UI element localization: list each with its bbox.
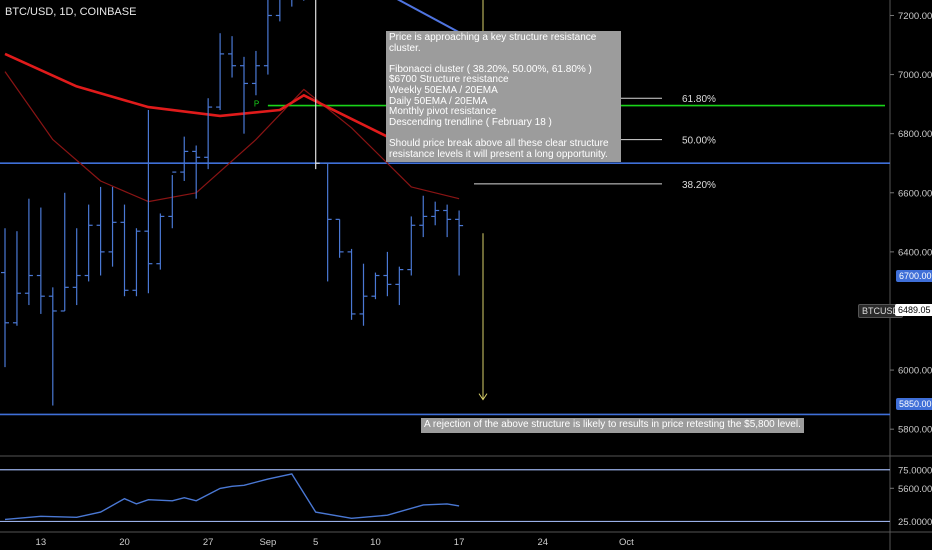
arrow-head-down-icon (478, 393, 488, 401)
time-tick-label: 24 (537, 537, 548, 548)
pivot-marker: P (254, 100, 259, 109)
price-tick-label: 5600.00 (898, 484, 932, 495)
last-price-tag: 6489.05 (895, 304, 932, 316)
price-tick-label: 6000.00 (898, 366, 932, 377)
price-tick-label: 5800.00 (898, 425, 932, 436)
time-tick-label: Sep (259, 537, 276, 548)
annotation-top-box: Price is approaching a key structure res… (386, 31, 621, 163)
fib-label: 50.00% (682, 136, 716, 147)
time-tick-label: 13 (36, 537, 47, 548)
time-tick-label: 17 (454, 537, 465, 548)
support-price-tag: 5850.00 (896, 398, 932, 410)
time-tick-label: 5 (313, 537, 318, 548)
price-tick-label: 6400.00 (898, 247, 932, 258)
fib-label: 61.80% (682, 94, 716, 105)
price-tick-label: 7000.00 (898, 70, 932, 81)
rsi-line (4, 473, 460, 521)
chart-title: BTC/USD, 1D, COINBASE (5, 6, 137, 18)
ema20-line (4, 71, 460, 203)
price-tick-label: 6600.00 (898, 188, 932, 199)
symbol-tag: BTCUSD (858, 304, 904, 318)
annotation-bottom-box: A rejection of the above structure is li… (421, 418, 804, 433)
time-tick-label: 27 (203, 537, 214, 548)
time-tick-label: Oct (619, 537, 634, 548)
time-tick-label: 20 (119, 537, 130, 548)
rsi-tick-label: 75.0000 (898, 465, 932, 476)
rsi-tick-label: 25.0000 (898, 517, 932, 528)
time-tick-label: 10 (370, 537, 381, 548)
resistance-price-tag: 6700.00 (896, 270, 932, 282)
ohlc-bars (1, 0, 464, 406)
price-tick-label: 7200.00 (898, 11, 932, 22)
fib-label: 38.20% (682, 180, 716, 191)
price-tick-label: 6800.00 (898, 129, 932, 140)
